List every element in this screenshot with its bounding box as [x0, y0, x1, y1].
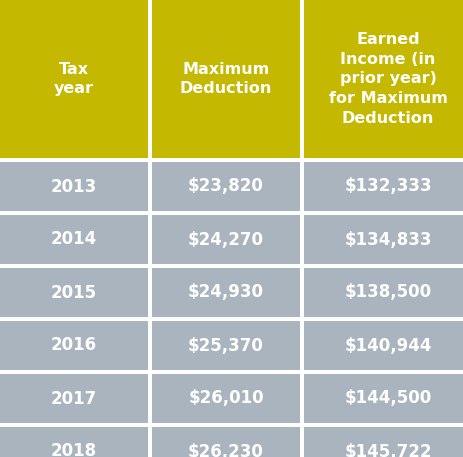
Text: $138,500: $138,500: [344, 283, 431, 302]
Bar: [152, 268, 300, 317]
Text: $24,930: $24,930: [188, 283, 263, 302]
Text: 2013: 2013: [51, 177, 97, 196]
Bar: [303, 374, 463, 423]
Bar: [148, 0, 152, 158]
Bar: [303, 0, 463, 158]
Bar: [0, 158, 463, 162]
Text: Tax
year: Tax year: [54, 62, 94, 96]
Bar: [148, 268, 152, 317]
Bar: [300, 0, 303, 158]
Bar: [0, 317, 463, 321]
Bar: [152, 0, 300, 158]
Bar: [152, 427, 300, 457]
Bar: [148, 162, 152, 211]
Bar: [300, 162, 303, 211]
Bar: [152, 162, 300, 211]
Bar: [152, 374, 300, 423]
Bar: [0, 162, 148, 211]
Bar: [300, 427, 303, 457]
Text: Earned
Income (in
prior year)
for Maximum
Deduction: Earned Income (in prior year) for Maximu…: [328, 32, 446, 126]
Bar: [0, 374, 148, 423]
Bar: [148, 215, 152, 264]
Text: $140,944: $140,944: [344, 336, 431, 355]
Text: $26,010: $26,010: [188, 389, 263, 408]
Bar: [148, 321, 152, 370]
Text: 2014: 2014: [51, 230, 97, 249]
Bar: [148, 427, 152, 457]
Bar: [0, 215, 148, 264]
Text: 2016: 2016: [51, 336, 97, 355]
Text: $132,333: $132,333: [344, 177, 431, 196]
Bar: [0, 427, 148, 457]
Bar: [152, 321, 300, 370]
Bar: [303, 215, 463, 264]
Bar: [0, 321, 148, 370]
Text: $24,270: $24,270: [188, 230, 263, 249]
Text: $26,230: $26,230: [188, 442, 263, 457]
Text: $25,370: $25,370: [188, 336, 263, 355]
Bar: [300, 374, 303, 423]
Bar: [0, 370, 463, 374]
Bar: [0, 211, 463, 215]
Bar: [300, 215, 303, 264]
Text: 2017: 2017: [51, 389, 97, 408]
Text: Maximum
Deduction: Maximum Deduction: [180, 62, 272, 96]
Bar: [303, 268, 463, 317]
Bar: [152, 215, 300, 264]
Bar: [148, 374, 152, 423]
Bar: [300, 268, 303, 317]
Text: 2018: 2018: [51, 442, 97, 457]
Text: $144,500: $144,500: [344, 389, 431, 408]
Bar: [0, 423, 463, 427]
Text: $145,722: $145,722: [344, 442, 431, 457]
Bar: [300, 321, 303, 370]
Text: $134,833: $134,833: [344, 230, 431, 249]
Bar: [0, 264, 463, 268]
Bar: [303, 321, 463, 370]
Bar: [303, 427, 463, 457]
Bar: [0, 0, 148, 158]
Bar: [0, 268, 148, 317]
Bar: [303, 162, 463, 211]
Text: $23,820: $23,820: [188, 177, 263, 196]
Text: 2015: 2015: [51, 283, 97, 302]
